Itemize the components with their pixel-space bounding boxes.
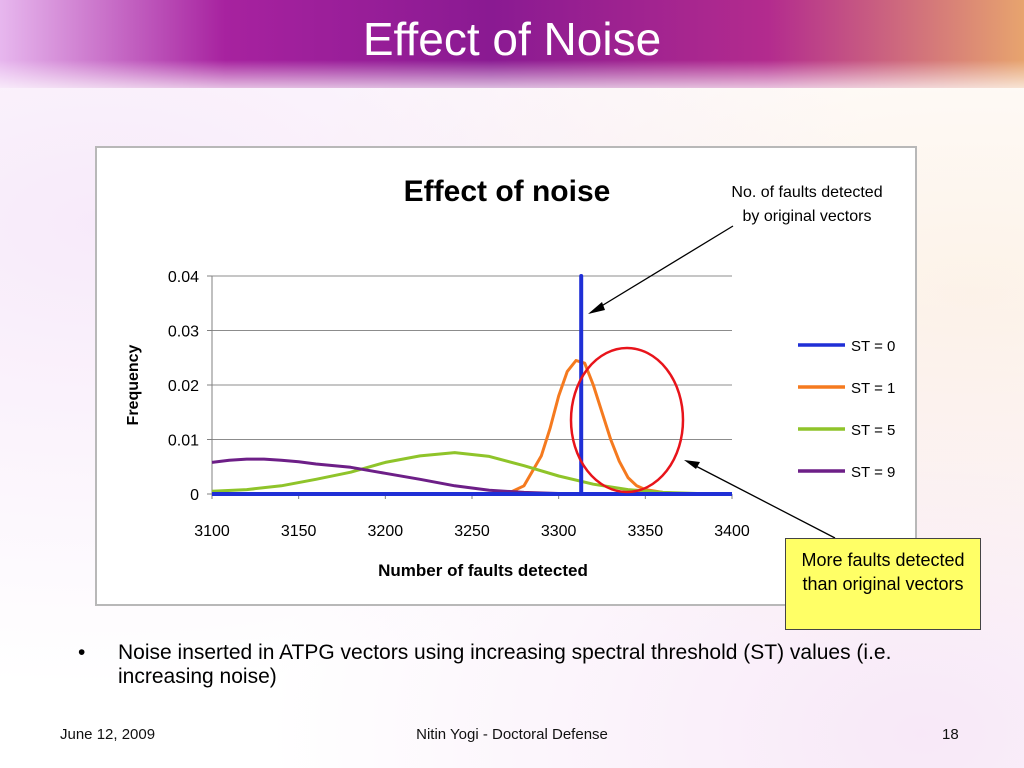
bullet-text: Noise inserted in ATPG vectors using inc…: [118, 641, 892, 688]
series-line-st-1: [212, 359, 733, 496]
footer-center: Nitin Yogi - Doctoral Defense: [416, 726, 608, 743]
series-line-st-9: [211, 457, 732, 496]
top-callout-text: No. of faults detected by original vecto…: [731, 184, 883, 225]
bullet-dot-icon: •: [78, 641, 86, 664]
series-line-st-5: [211, 451, 733, 496]
legend: ST = 0 ST = 1 ST = 5 ST = 9: [798, 338, 895, 481]
y-axis-label: Frequency: [125, 344, 142, 425]
y-tick-label: 0.03: [168, 324, 199, 341]
chart-frame: [95, 146, 917, 606]
x-tick-labels: 3100 3150 3200 3250 3300 3350 3400: [194, 523, 750, 540]
footer-date: June 12, 2009: [60, 726, 156, 743]
top-callout-arrow: [589, 225, 734, 314]
legend-label: ST = 9: [851, 464, 895, 481]
page-number: 18: [942, 726, 959, 743]
y-tick-label: 0: [190, 487, 199, 504]
series-line-st-0: [212, 274, 732, 496]
y-tick-label: 0.01: [168, 433, 199, 450]
y-tick-label: 0.02: [168, 378, 199, 395]
grid-lines: [207, 275, 733, 499]
box-callout-arrow: [687, 461, 836, 539]
legend-label: ST = 0: [851, 338, 895, 355]
legend-label: ST = 1: [851, 380, 895, 397]
highlight-circle: [569, 346, 685, 494]
slide-title: Effect of Noise: [362, 13, 662, 65]
box-callout-text: More faults detected than original vecto…: [785, 538, 981, 630]
x-axis-label: Number of faults detected: [378, 561, 588, 580]
box-callout-arrowhead: [684, 460, 700, 469]
x-tick-label: 3350: [628, 523, 664, 540]
chart-title: Effect of noise: [404, 175, 611, 208]
legend-label: ST = 5: [851, 422, 895, 439]
x-tick-label: 3150: [281, 523, 317, 540]
top-callout-arrowhead: [588, 302, 605, 314]
x-tick-label: 3200: [368, 523, 404, 540]
x-tick-label: 3300: [541, 523, 577, 540]
y-tick-labels: 0 0.01 0.02 0.03 0.04: [168, 269, 199, 504]
x-tick-label: 3250: [454, 523, 490, 540]
x-tick-label: 3400: [714, 523, 750, 540]
x-tick-label: 3100: [194, 523, 230, 540]
y-tick-label: 0.04: [168, 269, 199, 286]
